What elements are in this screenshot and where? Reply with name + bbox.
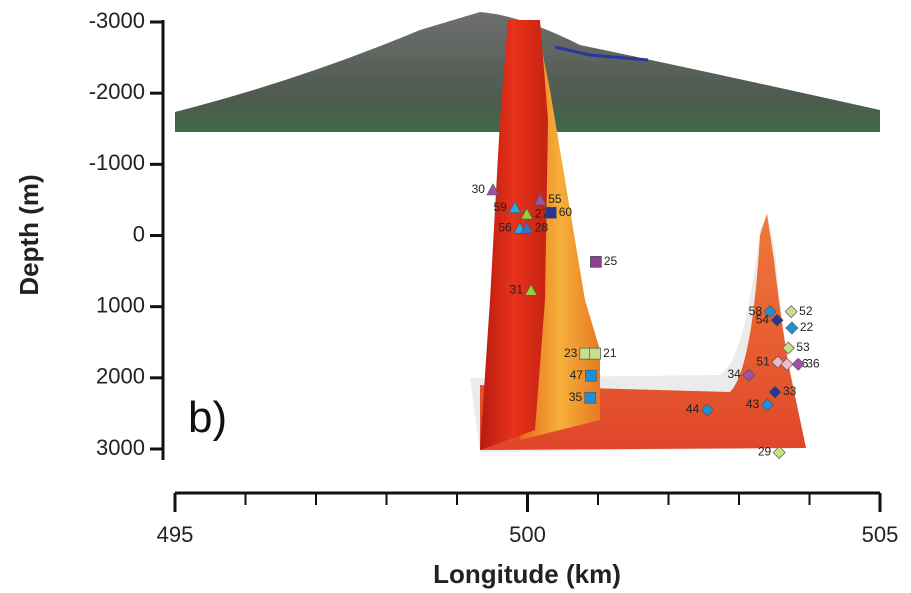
point-marker (584, 391, 597, 404)
y-tick-label: 1000 (96, 292, 145, 317)
point-label: 21 (603, 346, 617, 360)
panel-label: b) (188, 393, 227, 442)
y-tick-label: -2000 (89, 79, 145, 104)
point-label: 60 (559, 205, 573, 219)
point-marker (508, 201, 522, 214)
point-label: 51 (756, 354, 770, 368)
y-tick-label: -3000 (89, 8, 145, 33)
point-marker (768, 385, 782, 399)
x-tick-label: 495 (157, 522, 194, 547)
point-label: 33 (783, 384, 797, 398)
point-marker (784, 305, 798, 319)
point-marker (524, 283, 538, 296)
point-marker (585, 369, 597, 382)
point-label: 54 (756, 312, 770, 326)
point-marker (771, 355, 785, 369)
point-marker (589, 347, 602, 360)
point-marker (742, 368, 756, 382)
x-tick-label: 500 (509, 522, 546, 547)
point-marker (770, 313, 784, 327)
y-tick-label: 0 (133, 221, 145, 246)
x-tick-label: 505 (862, 522, 899, 547)
point-marker (590, 255, 602, 268)
point-label: 28 (535, 221, 549, 235)
point-label: 34 (728, 367, 742, 381)
point-marker (544, 206, 557, 219)
point-label: 35 (569, 390, 583, 404)
point-label: 23 (564, 346, 578, 360)
point-label: 59 (493, 200, 507, 214)
point-label: 31 (510, 282, 524, 296)
point-marker (760, 398, 774, 412)
point-marker (785, 321, 799, 335)
y-axis-title: Depth (m) (14, 174, 44, 295)
point-label: 56 (498, 221, 512, 235)
point-marker (791, 357, 805, 371)
point-label: 53 (796, 340, 810, 354)
point-marker (520, 221, 534, 234)
point-label: 43 (746, 397, 760, 411)
point-marker (533, 193, 547, 206)
point-marker (486, 183, 500, 196)
x-axis-title: Longitude (km) (433, 559, 621, 589)
point-marker (520, 207, 534, 220)
point-marker (772, 446, 786, 460)
point-label: 55 (548, 192, 562, 206)
y-tick-label: 2000 (96, 364, 145, 389)
point-marker (780, 357, 794, 371)
point-label: 44 (686, 402, 700, 416)
y-tick-label: -1000 (89, 150, 145, 175)
y-tick-label: 3000 (96, 435, 145, 460)
point-marker (763, 305, 777, 319)
point-label: 22 (800, 320, 814, 334)
point-marker (579, 347, 592, 360)
point-label: 58 (749, 304, 763, 318)
point-marker (781, 341, 795, 355)
point-label: 52 (799, 304, 813, 318)
point-label: 36 (806, 356, 820, 370)
point-label: 29 (758, 445, 772, 459)
volcano-rendering (175, 12, 880, 452)
point-label: 25 (604, 254, 618, 268)
point-label: 47 (570, 368, 584, 382)
point-label: 30 (472, 182, 486, 196)
point-marker (700, 403, 714, 417)
